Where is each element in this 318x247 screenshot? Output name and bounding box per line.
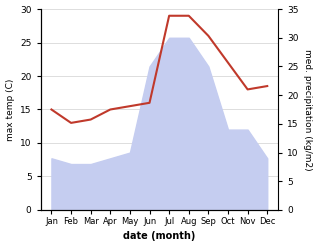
X-axis label: date (month): date (month) <box>123 231 196 242</box>
Y-axis label: med. precipitation (kg/m2): med. precipitation (kg/m2) <box>303 49 313 170</box>
Y-axis label: max temp (C): max temp (C) <box>5 78 15 141</box>
